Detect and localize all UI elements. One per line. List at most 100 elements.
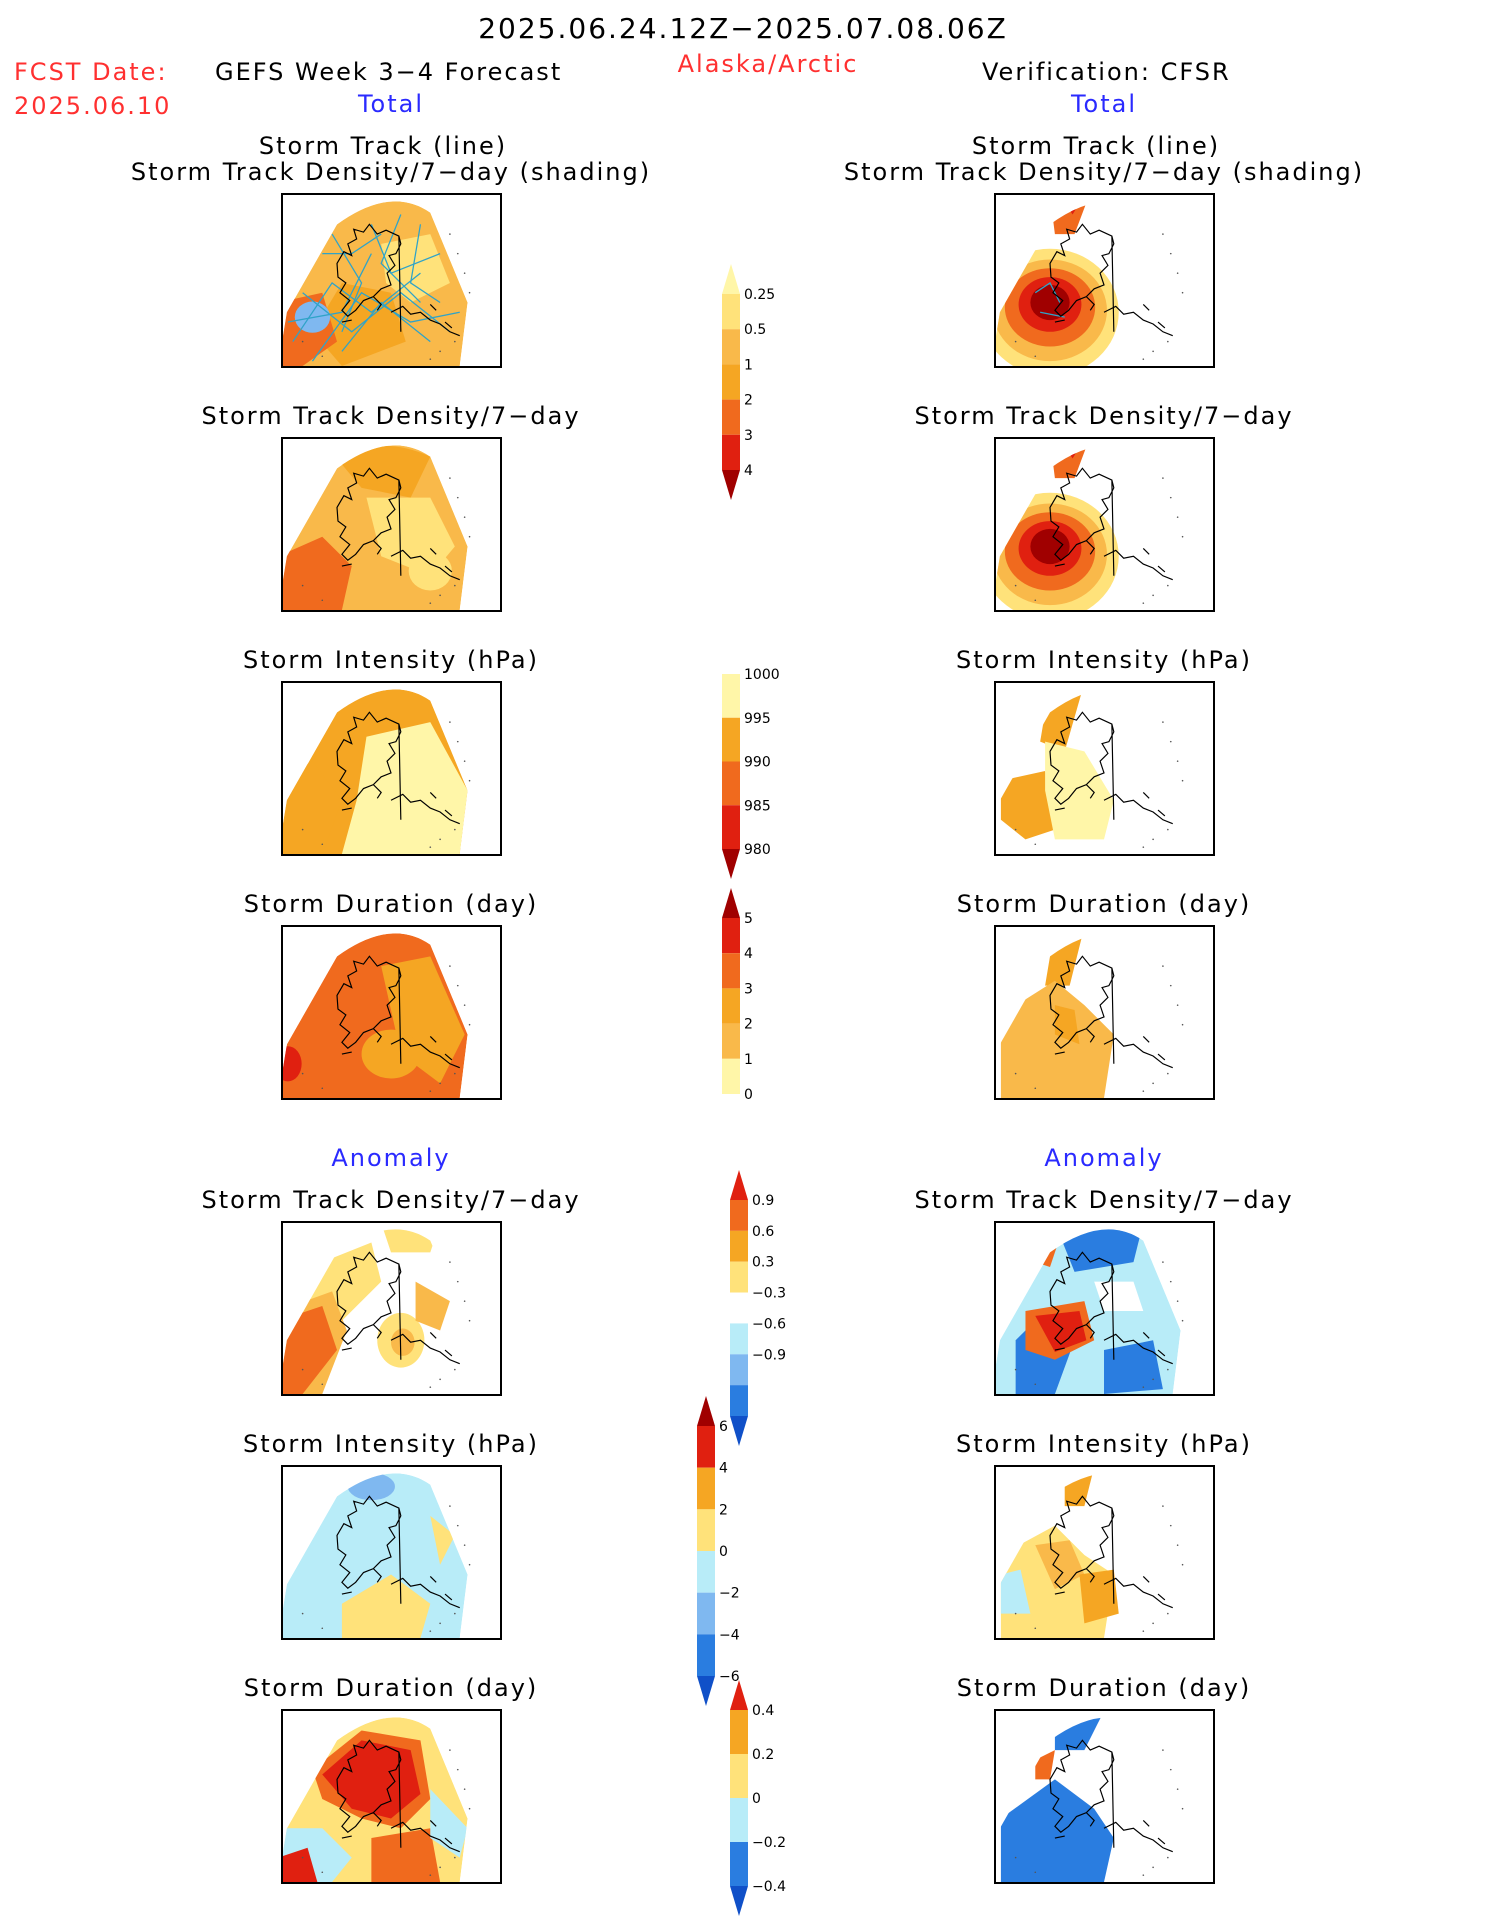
grid-dot — [1167, 828, 1169, 831]
grid-dot — [456, 740, 459, 743]
right-anomaly-density-map — [994, 1221, 1215, 1396]
grid-dot — [1167, 584, 1169, 587]
colorbar-box — [730, 1385, 748, 1416]
shading-region — [430, 1515, 455, 1565]
colorbar-bottom-arrow — [722, 1094, 740, 1124]
colorbar-tick-label: 0 — [752, 1791, 761, 1807]
grid-dot — [468, 1563, 471, 1566]
date-range-title: 2025.06.24.12Z−2025.07.08.06Z — [478, 12, 1008, 45]
grid-dot — [1014, 1072, 1017, 1075]
grid-dot — [1034, 599, 1037, 602]
grid-dot — [1162, 965, 1164, 967]
grid-dot — [1034, 1383, 1037, 1386]
colorbar-box — [730, 1798, 748, 1842]
shading-region — [283, 1046, 302, 1082]
grid-dot — [1152, 1622, 1154, 1625]
grid-dot — [449, 1749, 451, 1751]
grid-dot — [301, 1368, 304, 1371]
colorbar-tick-label: 2 — [744, 393, 753, 409]
right-anomaly-intensity-title: Storm Intensity (hPa) — [956, 1430, 1252, 1458]
coastline — [336, 223, 460, 337]
shading-region — [381, 1229, 441, 1253]
grid-dot — [468, 1319, 471, 1322]
colorbar-tick-label: 1000 — [744, 667, 780, 683]
colorbar-top-arrow — [697, 1396, 715, 1426]
colorbar-bottom-arrow — [730, 1416, 748, 1446]
grid-dot — [1169, 1768, 1172, 1771]
colorbar-bottom-arrow — [697, 1676, 715, 1706]
grid-dot — [1142, 1630, 1145, 1632]
storm-track-line — [341, 301, 431, 352]
grid-dot — [449, 1505, 451, 1507]
colorbar-tick-label: −4 — [719, 1627, 740, 1643]
right-total-label: Total — [1070, 90, 1138, 118]
grid-dot — [1014, 584, 1017, 587]
colorbar-tick-label: 5 — [744, 911, 753, 927]
coastline — [1049, 223, 1173, 337]
grid-dot — [468, 1023, 471, 1026]
density-anomaly-colorbar: 0.9 0.6 0.3 −0.3 −0.6 −0.9 — [730, 1170, 800, 1450]
grid-dot — [1169, 1524, 1172, 1527]
colorbar-bottom-arrow — [722, 849, 740, 879]
fcst-date-value: 2025.06.10 — [14, 92, 172, 120]
grid-dot — [449, 477, 451, 479]
grid-dot — [1152, 838, 1154, 841]
grid-dot — [1176, 1788, 1179, 1790]
left-track-density-shading-title: Storm Track Density/7−day (shading) — [130, 158, 652, 186]
colorbar-box — [730, 1292, 748, 1324]
left-anomaly-duration-map — [281, 1709, 502, 1884]
grid-dot — [1014, 828, 1017, 831]
right-track-line-title: Storm Track (line) — [971, 132, 1221, 160]
left-anomaly-intensity-title: Storm Intensity (hPa) — [243, 1430, 539, 1458]
grid-dot — [1176, 516, 1179, 518]
grid-dot — [1162, 1261, 1164, 1263]
colorbar-box — [730, 1230, 748, 1262]
coastline — [1049, 467, 1173, 581]
shading-region — [322, 1740, 421, 1819]
region-title: Alaska/Arctic — [677, 50, 859, 78]
coastline — [1049, 955, 1173, 1069]
right-anomaly-duration-title: Storm Duration (day) — [956, 1674, 1252, 1702]
grid-dot — [463, 516, 466, 518]
grid-dot — [429, 358, 432, 360]
grid-dot — [1167, 1072, 1169, 1075]
grid-dot — [1034, 355, 1037, 358]
grid-dot — [456, 496, 459, 499]
grid-dot — [1167, 1856, 1169, 1859]
right-anomaly-density-title: Storm Track Density/7−day — [914, 1186, 1294, 1214]
fcst-date-label: FCST Date: — [14, 58, 168, 86]
grid-dot — [1152, 594, 1154, 597]
coastline — [336, 1251, 460, 1365]
colorbar-tick-label: 1 — [744, 1052, 753, 1068]
shading-region — [430, 1789, 468, 1858]
grid-dot — [1014, 1856, 1017, 1859]
colorbar-top-arrow — [730, 1680, 748, 1710]
grid-dot — [1034, 1087, 1037, 1090]
shading-region — [341, 1574, 431, 1638]
shading-region — [381, 234, 450, 303]
colorbar-tick-label: 4 — [744, 946, 753, 962]
storm-track-line — [292, 272, 421, 342]
grid-dot — [1014, 1612, 1017, 1615]
grid-dot — [439, 838, 441, 841]
colorbar-top-arrow — [722, 644, 740, 674]
density-colorbar: 0.25 0.5 1 2 3 4 — [722, 264, 792, 504]
colorbar-tick-label: 2 — [744, 1017, 753, 1033]
right-duration-title: Storm Duration (day) — [956, 890, 1252, 918]
coastline — [1049, 1251, 1173, 1365]
grid-dot — [468, 291, 471, 294]
grid-dot — [1169, 984, 1172, 987]
shading-region — [415, 1281, 450, 1331]
colorbar-top-arrow — [730, 1170, 748, 1200]
colorbar-box — [722, 294, 740, 330]
duration-colorbar: 5 4 3 2 1 0 — [722, 888, 792, 1128]
grid-dot — [429, 1874, 432, 1876]
colorbar-box — [722, 988, 740, 1024]
grid-dot — [1142, 1386, 1145, 1388]
colorbar-tick-label: 1 — [744, 357, 753, 373]
grid-dot — [429, 1630, 432, 1632]
grid-dot — [463, 1788, 466, 1790]
colorbar-tick-label: 980 — [744, 842, 771, 858]
shading-region — [1000, 1569, 1031, 1614]
grid-dot — [1152, 350, 1154, 353]
